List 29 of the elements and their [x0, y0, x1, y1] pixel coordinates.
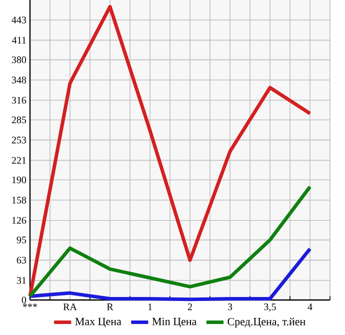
y-tick-label: 253: [12, 136, 26, 144]
y-tick-label: 285: [12, 116, 26, 124]
x-tick-label: 3: [228, 304, 232, 310]
y-tick-label: 126: [12, 217, 26, 224]
y-tick-label: 190: [12, 176, 26, 184]
line-series: [28, 4, 312, 298]
y-tick-label: 380: [12, 56, 26, 64]
x-tick-label: ***: [22, 304, 38, 308]
legend-label: Сред.Цена, т.йен: [228, 318, 306, 328]
x-tick-label: 1: [148, 304, 152, 310]
x-tick-label: RA: [63, 304, 77, 310]
y-tick-label: 348: [12, 76, 26, 84]
y-tick-label: 63: [16, 256, 26, 264]
x-tick-label: 2: [188, 304, 192, 310]
y-tick-label: 443: [12, 16, 26, 24]
y-tick-label: 31: [16, 277, 26, 284]
y-tick-label: 411: [12, 36, 26, 44]
legend-label: Min Цена: [152, 318, 197, 328]
y-tick-label: 316: [12, 96, 26, 104]
y-tick-label: 221: [12, 156, 26, 164]
legend-label: Max Цена: [75, 318, 122, 328]
line-series: [28, 185, 312, 298]
x-tick-label: 4: [308, 304, 312, 310]
x-tick-label: 3,5: [264, 304, 276, 312]
y-tick-label: 0: [22, 296, 26, 304]
y-tick-label: 95: [16, 236, 26, 244]
y-tick-label: 158: [12, 196, 26, 204]
line-series: [28, 247, 312, 302]
x-tick-label: R: [106, 304, 114, 310]
